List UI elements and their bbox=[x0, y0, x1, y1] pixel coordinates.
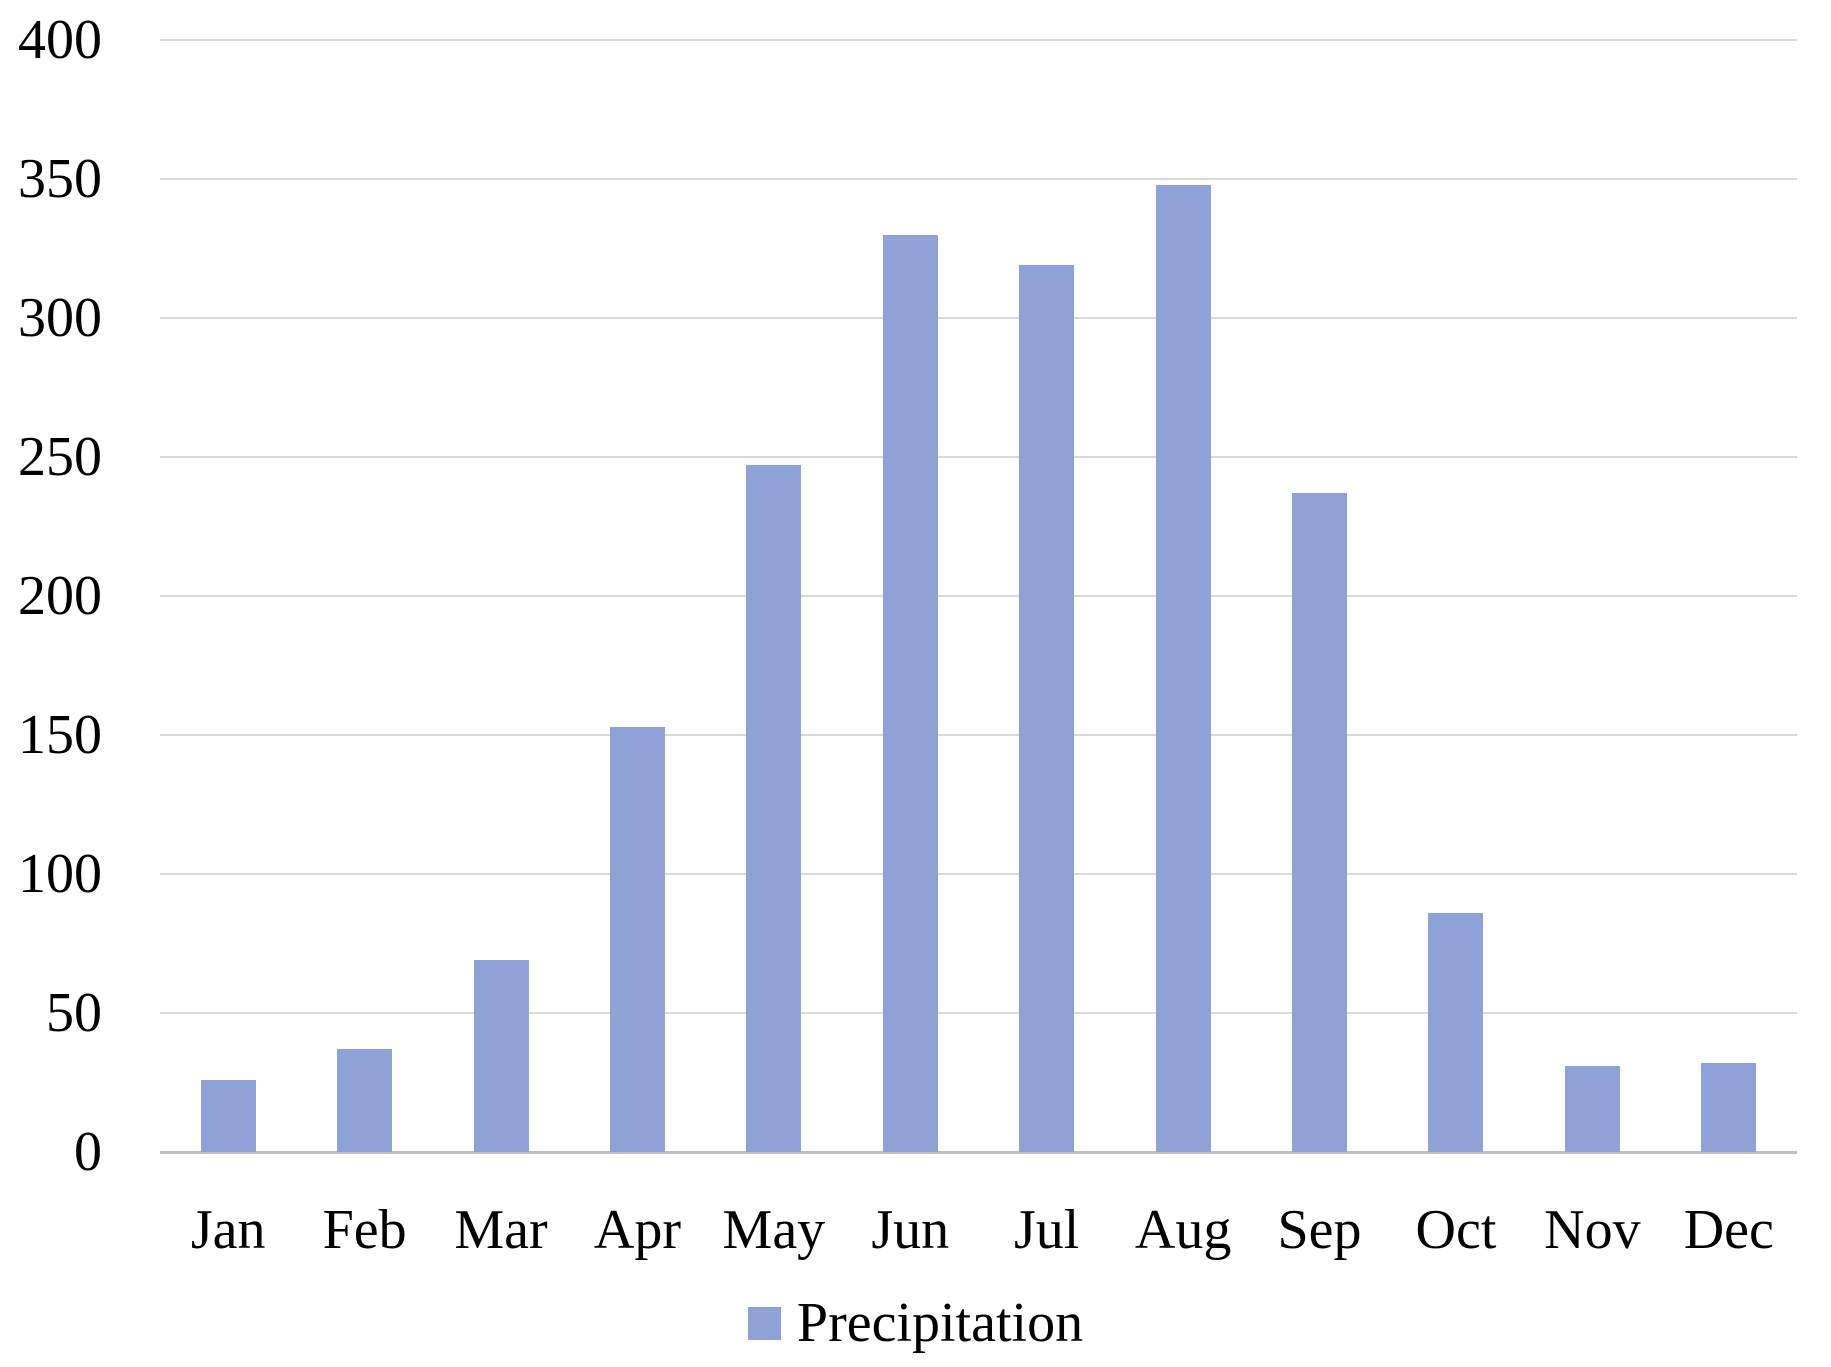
bar-aug bbox=[1155, 184, 1211, 1152]
bar-feb bbox=[337, 1049, 393, 1152]
x-tick-label-feb: Feb bbox=[322, 1199, 407, 1261]
x-tick-label-mar: Mar bbox=[454, 1199, 548, 1261]
x-tick-label-nov: Nov bbox=[1544, 1199, 1641, 1261]
bar-sep bbox=[1292, 493, 1348, 1152]
bar-may bbox=[746, 465, 802, 1152]
bar-oct bbox=[1428, 912, 1484, 1152]
gridline-y-200 bbox=[160, 595, 1797, 597]
gridline-y-250 bbox=[160, 456, 1797, 458]
bar-jun bbox=[882, 234, 938, 1152]
y-tick-label-150: 150 bbox=[18, 704, 102, 766]
x-axis-line bbox=[160, 1151, 1797, 1154]
x-tick-label-sep: Sep bbox=[1277, 1199, 1362, 1261]
x-tick-label-aug: Aug bbox=[1134, 1199, 1232, 1261]
x-tick-label-apr: Apr bbox=[593, 1199, 681, 1261]
x-tick-label-may: May bbox=[722, 1199, 826, 1261]
x-tick-label-dec: Dec bbox=[1683, 1199, 1774, 1261]
x-tick-label-jun: Jun bbox=[871, 1199, 950, 1261]
y-tick-label-250: 250 bbox=[18, 426, 102, 488]
x-tick-label-jan: Jan bbox=[190, 1199, 266, 1261]
y-tick-label-200: 200 bbox=[18, 565, 102, 627]
plot-area bbox=[160, 39, 1797, 1154]
x-tick-label-jul: Jul bbox=[1014, 1199, 1080, 1261]
legend: Precipitation bbox=[0, 1288, 1831, 1358]
bar-jan bbox=[200, 1079, 256, 1152]
y-tick-label-0: 0 bbox=[74, 1121, 102, 1183]
legend-label: Precipitation bbox=[796, 1292, 1084, 1354]
gridline-y-400 bbox=[160, 39, 1797, 41]
y-tick-label-50: 50 bbox=[46, 982, 102, 1044]
gridline-y-100 bbox=[160, 873, 1797, 875]
gridline-y-300 bbox=[160, 317, 1797, 319]
bar-dec bbox=[1701, 1063, 1757, 1152]
gridline-y-350 bbox=[160, 178, 1797, 180]
y-tick-label-350: 350 bbox=[18, 148, 102, 210]
bar-jul bbox=[1019, 265, 1075, 1152]
y-tick-label-100: 100 bbox=[18, 843, 102, 905]
gridline-y-150 bbox=[160, 734, 1797, 736]
legend-color-swatch bbox=[747, 1306, 781, 1340]
x-tick-label-oct: Oct bbox=[1415, 1199, 1497, 1261]
gridline-y-50 bbox=[160, 1012, 1797, 1014]
bar-apr bbox=[609, 726, 665, 1152]
bar-mar bbox=[473, 960, 529, 1152]
y-tick-label-300: 300 bbox=[18, 287, 102, 349]
y-tick-label-400: 400 bbox=[18, 9, 102, 71]
bar-nov bbox=[1564, 1065, 1620, 1152]
